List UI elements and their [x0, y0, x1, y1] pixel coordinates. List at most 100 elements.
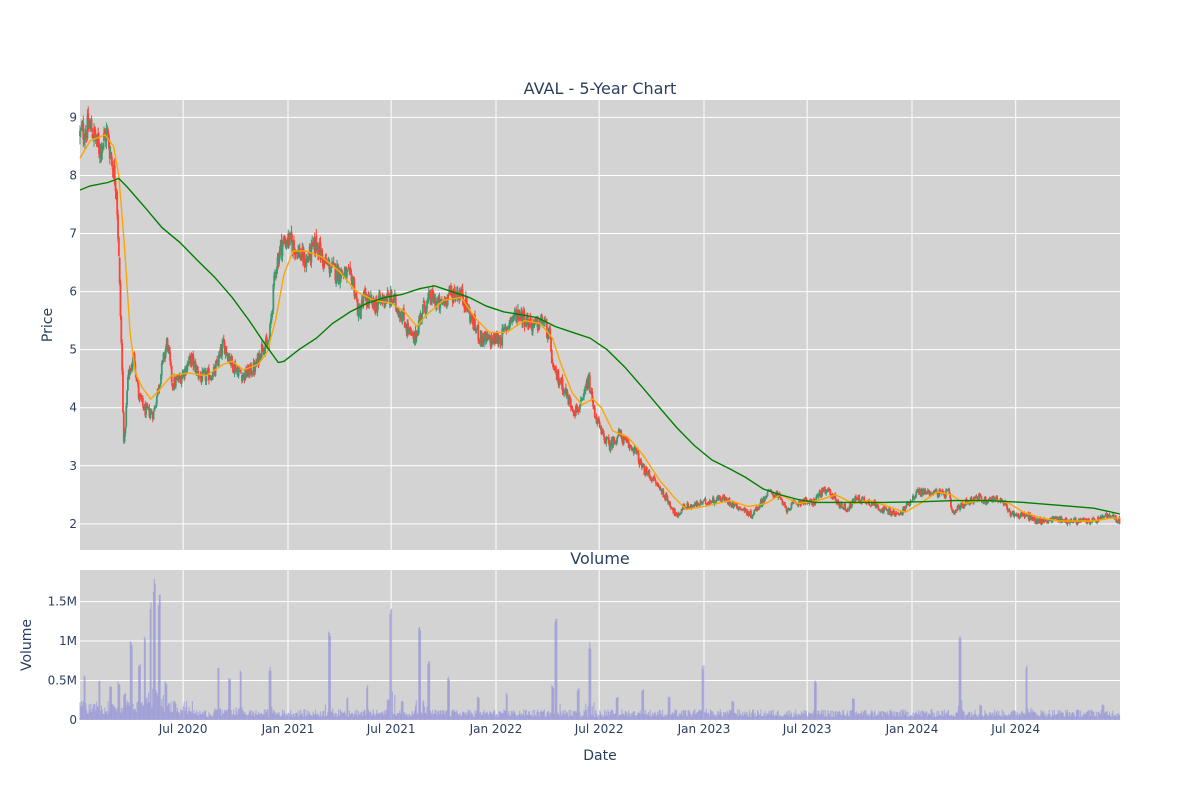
volume-bar — [313, 714, 315, 720]
x-tick-label: Jan 2021 — [261, 722, 315, 736]
candle-body — [317, 245, 319, 256]
volume-bar — [633, 711, 636, 720]
volume-bar — [1051, 710, 1054, 720]
volume-bar — [119, 684, 121, 720]
candle-body — [475, 328, 478, 331]
candle-body — [133, 353, 136, 363]
candle-body — [248, 369, 251, 376]
candle-body — [512, 314, 515, 319]
volume-bar — [380, 713, 382, 720]
volume-bar — [403, 712, 405, 720]
volume-bar — [315, 713, 317, 720]
volume-bar — [341, 712, 343, 720]
volume-bar — [101, 709, 103, 720]
volume-bar — [753, 715, 755, 720]
volume-bar — [835, 711, 837, 720]
volume-bar — [757, 711, 759, 720]
volume-bar — [319, 711, 322, 720]
volume-bar — [658, 710, 660, 720]
candle-body — [740, 508, 742, 510]
volume-bar — [651, 715, 653, 720]
volume-bar — [152, 591, 155, 720]
candle-body — [501, 328, 504, 346]
volume-bar — [157, 605, 160, 720]
volume-bar — [906, 716, 908, 720]
candle-body — [469, 317, 472, 323]
volume-bar — [991, 713, 993, 720]
volume-bar — [856, 714, 859, 720]
volume-bar — [81, 705, 84, 720]
volume-bar — [964, 716, 966, 720]
candle-body — [321, 249, 324, 257]
volume-bar — [169, 711, 171, 720]
volume-bar — [998, 711, 1000, 720]
volume-bar — [1113, 715, 1116, 720]
volume-bar — [801, 712, 803, 720]
volume-bar — [300, 709, 302, 720]
volume-bar — [457, 713, 459, 720]
volume-bar — [809, 713, 811, 720]
candle-body — [719, 497, 722, 501]
candle-body — [360, 300, 363, 309]
volume-y-tick-label: 0 — [69, 713, 77, 727]
candle-body — [566, 391, 569, 397]
candle-body — [579, 405, 581, 410]
volume-bar — [1038, 716, 1040, 720]
candle-body — [1006, 505, 1009, 510]
volume-bar — [198, 714, 200, 720]
volume-bar — [994, 709, 996, 720]
candle-body — [165, 346, 167, 354]
volume-bar — [899, 712, 901, 720]
candle-body — [1083, 517, 1085, 521]
volume-bar — [599, 710, 601, 720]
volume-bar — [889, 710, 891, 720]
volume-bar — [854, 712, 856, 720]
volume-bar — [1035, 712, 1037, 720]
volume-bar — [879, 712, 881, 720]
volume-bar — [602, 714, 604, 720]
candle-body — [431, 290, 434, 295]
volume-bar — [1067, 715, 1069, 720]
volume-bar — [1013, 710, 1016, 720]
volume-bar — [917, 713, 919, 720]
volume-bar — [897, 712, 899, 720]
volume-bar — [895, 711, 897, 720]
candle-body — [521, 310, 523, 323]
candle-body — [126, 390, 128, 405]
volume-bar — [440, 710, 442, 720]
candle-body — [282, 239, 285, 245]
volume-bar — [477, 698, 479, 720]
volume-bar — [566, 711, 568, 720]
volume-bar — [410, 715, 412, 720]
candle-body — [1066, 522, 1069, 525]
volume-bar — [543, 709, 545, 720]
candle-body — [987, 500, 990, 503]
candle-body — [737, 509, 740, 511]
candle-body — [298, 247, 301, 259]
volume-bar — [813, 682, 816, 720]
volume-bar — [1013, 710, 1015, 720]
volume-bar — [736, 714, 738, 720]
volume-bar — [999, 715, 1001, 720]
volume-bar — [105, 711, 107, 720]
volume-bar — [388, 699, 390, 720]
volume-bar — [409, 716, 412, 720]
volume-bar — [547, 711, 550, 720]
volume-bar — [384, 709, 386, 720]
volume-bar — [533, 709, 536, 720]
volume-bar — [747, 715, 749, 720]
volume-bar — [350, 713, 352, 720]
volume-bar — [668, 698, 670, 720]
volume-bar — [329, 636, 331, 720]
volume-bar — [134, 708, 136, 720]
candle-body — [839, 505, 842, 508]
volume-bar — [625, 711, 627, 720]
candle-body — [502, 328, 505, 329]
volume-bar — [489, 711, 491, 720]
candle-body — [550, 349, 553, 364]
candle-body — [188, 356, 190, 364]
volume-bar — [200, 714, 203, 720]
volume-bar — [722, 716, 724, 720]
candle-body — [487, 337, 490, 340]
volume-bar — [764, 711, 766, 720]
